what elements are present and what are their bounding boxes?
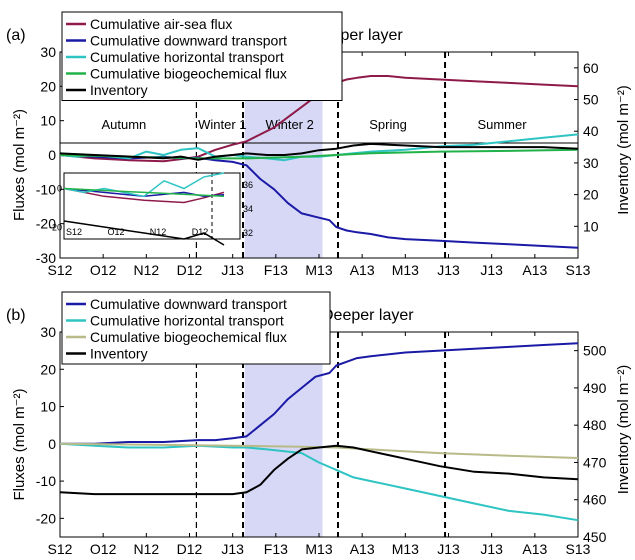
- legend-entry: Cumulative biogeochemical flux: [90, 329, 287, 345]
- inset-x-tick-label: S12: [66, 227, 82, 237]
- season-label: Spring: [369, 117, 407, 132]
- series-line-1: [59, 442, 579, 522]
- y2-axis-label: Inventory (mol m⁻²): [615, 365, 632, 495]
- panels: S12 O12 N12 D12 J13 F13 M13 A13 M13 J13 J13 A13 S13 -…: [6, 11, 632, 557]
- x-tick-label: F13: [264, 262, 288, 278]
- x-tick-label: N12: [133, 262, 159, 278]
- y-tick-label: 0: [48, 147, 56, 163]
- y2-tick-label: 460: [583, 492, 607, 508]
- x-tick-label: J13: [437, 541, 460, 557]
- legend-entry: Cumulative horizontal transport: [90, 49, 284, 65]
- y-tick-label: 20: [40, 78, 56, 94]
- legend-box: [61, 11, 343, 101]
- y-tick-label: -20: [36, 216, 56, 232]
- y-axis-label: Fluxes (mol m⁻²): [11, 109, 28, 221]
- season-label: Winter 1: [198, 117, 246, 132]
- y-tick-label: -20: [36, 510, 56, 526]
- y2-tick-label: 60: [583, 60, 599, 76]
- legend-box: [61, 291, 331, 365]
- season-label: Summer: [477, 117, 527, 132]
- panel-title: Deeper layer: [322, 307, 414, 324]
- inset-y2-tick-label: 34: [243, 204, 253, 214]
- x-tick-label: M13: [305, 541, 332, 557]
- y2-tick-label: 450: [583, 529, 607, 545]
- x-tick-label: J13: [437, 262, 460, 278]
- inset-frame: [63, 172, 241, 240]
- y2-axis-label: Inventory (mol m⁻²): [615, 85, 632, 215]
- x-tick-label: J13: [480, 262, 503, 278]
- x-tick-label: S12: [48, 262, 73, 278]
- legend-entry: Cumulative biogeochemical flux: [90, 66, 287, 82]
- panel-deeper: S12 O12 N12 D12 J13 F13 M13 A13 M13 J13 J13 A13 S13 -…: [6, 291, 632, 557]
- x-tick-label: D12: [177, 541, 203, 557]
- x-tick-label: F13: [264, 541, 288, 557]
- y-tick-label: 20: [40, 361, 56, 377]
- x-tick-label: N12: [133, 541, 159, 557]
- x-tick-label: M13: [392, 541, 419, 557]
- x-tick-label: S12: [48, 541, 73, 557]
- y-axis-label: Fluxes (mol m⁻²): [11, 388, 28, 500]
- panel-label: (b): [6, 307, 26, 324]
- y2-tick-label: 490: [583, 380, 607, 396]
- legend-entry: Cumulative downward transport: [90, 296, 287, 312]
- y2-tick-label: 480: [583, 417, 607, 433]
- winter2-shade: [244, 332, 323, 537]
- inset-x-tick-label: N12: [150, 227, 167, 237]
- y-tick-label: 10: [40, 113, 56, 129]
- y2-tick-label: 40: [583, 123, 599, 139]
- x-tick-label: O12: [90, 541, 117, 557]
- x-tick-label: A13: [350, 541, 375, 557]
- y2-tick-label: 10: [583, 218, 599, 234]
- x-tick-label: J13: [221, 541, 244, 557]
- x-tick-label: A13: [522, 541, 547, 557]
- y-tick-label: 30: [40, 44, 56, 60]
- y2-tick-label: 50: [583, 92, 599, 108]
- inset-series-0: [63, 187, 225, 204]
- y2-tick-label: 500: [583, 343, 607, 359]
- inset-series-2: [63, 172, 225, 198]
- series-line-2: [59, 442, 579, 459]
- x-tick-label: A13: [522, 262, 547, 278]
- inset-y-tick-label: 0: [57, 184, 62, 194]
- inset-x-tick-label: D12: [192, 227, 209, 237]
- inset-series-4: [63, 220, 225, 246]
- y-tick-label: -10: [36, 473, 56, 489]
- inset-x-tick-label: O12: [107, 227, 124, 237]
- y2-tick-label: 20: [583, 187, 599, 203]
- x-tick-label: A13: [350, 262, 375, 278]
- x-tick-label: D12: [177, 262, 203, 278]
- legend-entry: Cumulative downward transport: [90, 33, 287, 49]
- y2-tick-label: 30: [583, 155, 599, 171]
- legend-entry: Cumulative air-sea flux: [90, 16, 232, 32]
- y-tick-label: 10: [40, 399, 56, 415]
- x-tick-label: S13: [566, 262, 591, 278]
- y-tick-label: 30: [40, 324, 56, 340]
- x-tick-label: M13: [305, 262, 332, 278]
- legend-entry: Inventory: [90, 82, 148, 98]
- series-line-3: [59, 444, 579, 496]
- series-line-0: [60, 342, 579, 445]
- legend-entry: Cumulative horizontal transport: [90, 313, 284, 329]
- inset-series-3: [63, 187, 225, 198]
- inset-y2-tick-label: 36: [243, 180, 253, 190]
- x-tick-label: S13: [566, 541, 591, 557]
- y-tick-label: -10: [36, 181, 56, 197]
- panel-upper: S12 O12 N12 D12 J13 F13 M13 A13 M13 J13 J13 A13 S13 -…: [6, 11, 632, 278]
- y2-tick-label: 470: [583, 454, 607, 470]
- inset: S12 O12 N12 D12 -20 0 32 34 36: [49, 172, 253, 246]
- x-tick-label: J13: [480, 541, 503, 557]
- series-line-4: [59, 142, 579, 161]
- inset-y2-tick-label: 32: [243, 228, 253, 238]
- season-label: Autumn: [101, 117, 146, 132]
- panel-label: (a): [6, 27, 26, 44]
- x-tick-label: O12: [90, 262, 117, 278]
- y-tick-label: 0: [48, 436, 56, 452]
- y-tick-label: -30: [36, 250, 56, 266]
- x-tick-label: M13: [392, 262, 419, 278]
- legend-entry: Inventory: [90, 346, 148, 362]
- inset-y-tick-label: -20: [49, 222, 62, 232]
- season-label: Winter 2: [265, 117, 313, 132]
- x-tick-label: J13: [221, 262, 244, 278]
